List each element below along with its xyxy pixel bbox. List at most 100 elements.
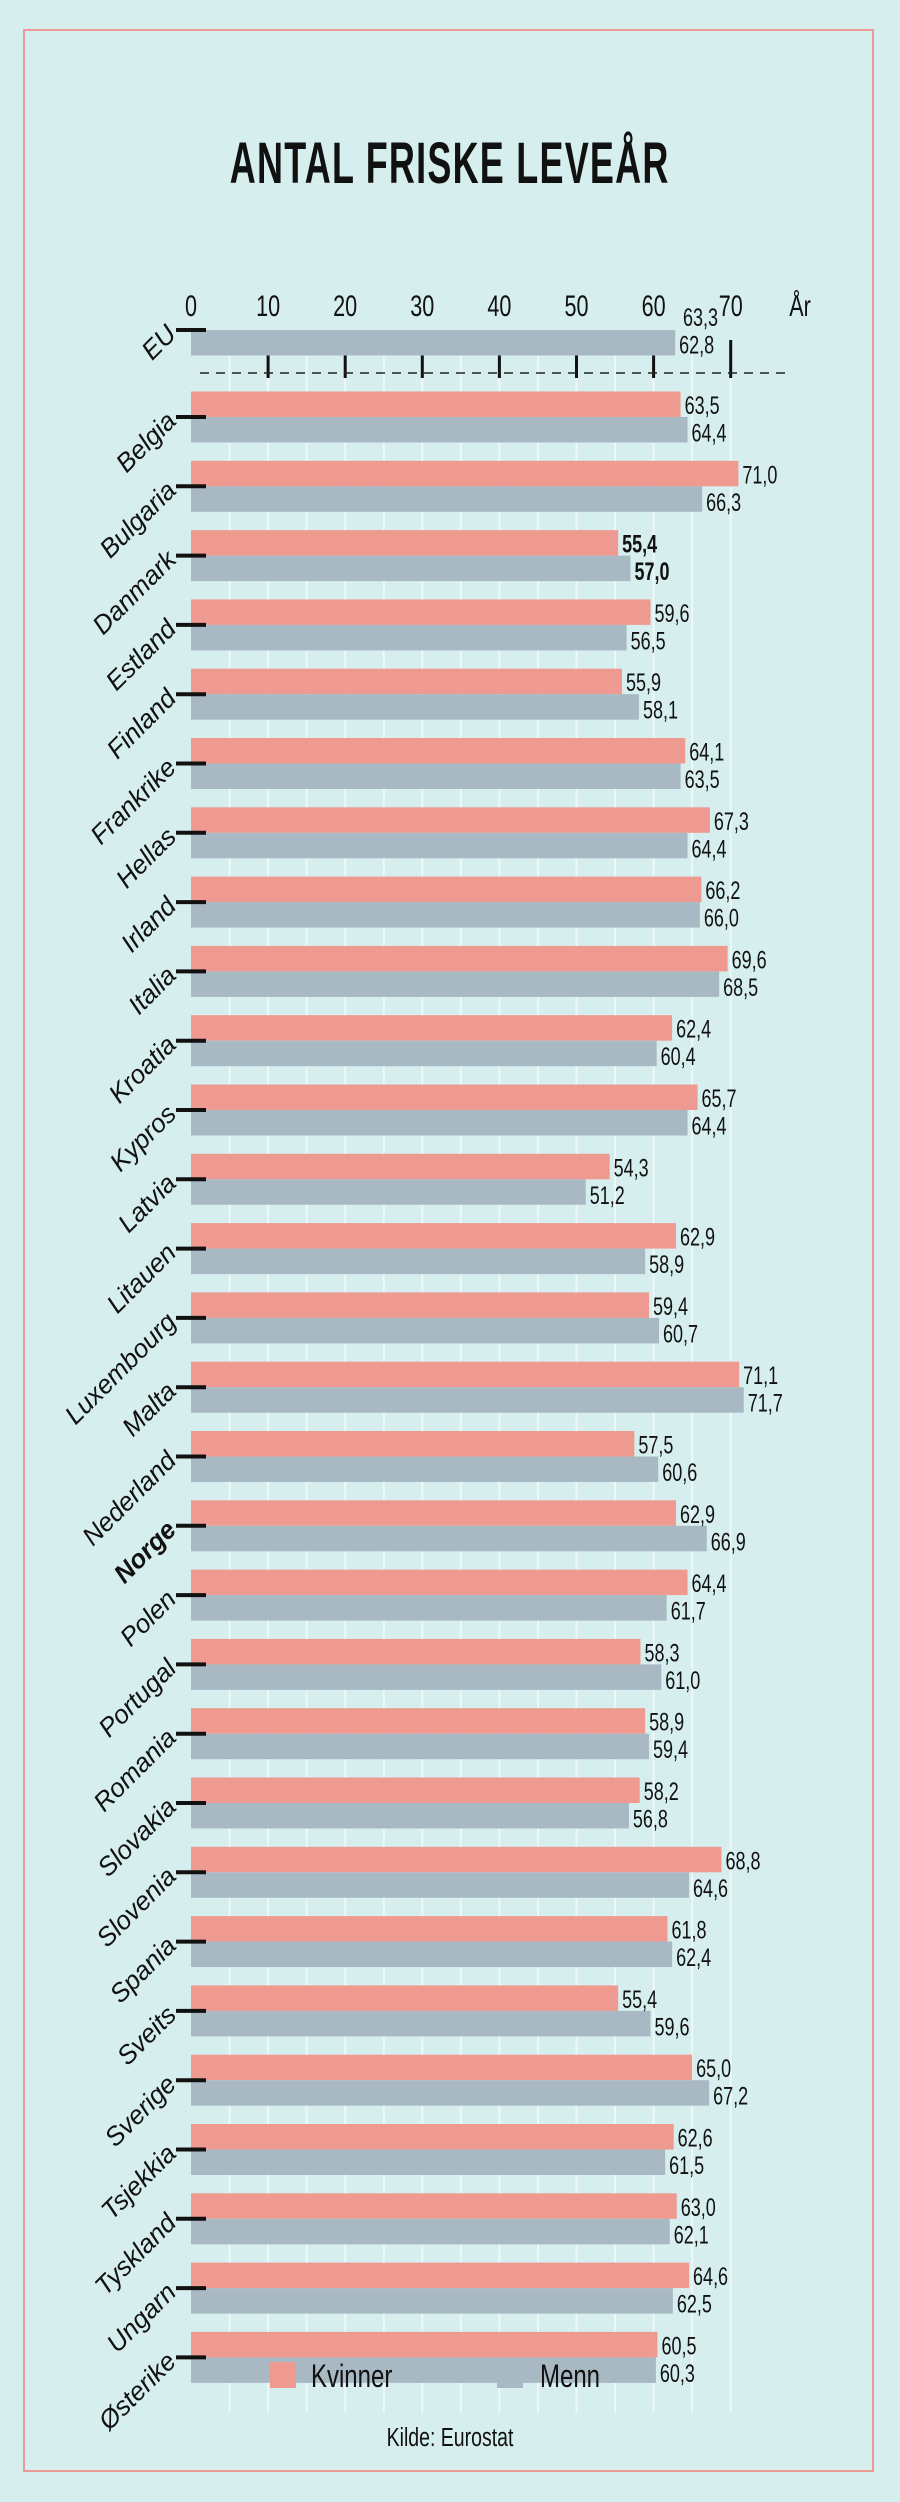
value-label: 71,0: [742, 460, 777, 489]
value-label: 64,6: [693, 2262, 728, 2291]
bar-menn: [191, 1872, 690, 1898]
category-label: Italia: [122, 960, 182, 1020]
bar-menn: [191, 417, 688, 443]
category-label: Portugal: [92, 1652, 183, 1743]
x-tick-label: 70: [719, 288, 743, 322]
x-tick-label: 20: [333, 288, 357, 322]
bar-kvinner: [191, 1916, 668, 1942]
value-label: 58,1: [643, 696, 678, 725]
bar-menn: [191, 902, 700, 928]
value-label: 62,9: [680, 1223, 715, 1252]
value-label: 57,5: [638, 1431, 673, 1460]
bar-kvinner: [191, 1015, 673, 1041]
bar-kvinner: [191, 1084, 698, 1110]
bar-kvinner: [191, 1708, 646, 1734]
bar-menn: [191, 1525, 707, 1552]
value-label: 68,8: [725, 1846, 760, 1875]
value-label: 66,3: [706, 488, 741, 517]
value-label: 63,5: [685, 765, 720, 794]
bar-kvinner: [191, 2124, 674, 2150]
bar-kvinner: [191, 738, 686, 764]
value-label: 65,0: [696, 2054, 731, 2083]
bar-menn: [191, 2288, 673, 2314]
value-label: 69,6: [732, 945, 767, 974]
value-label: 64,4: [692, 1569, 727, 1598]
value-label: 58,9: [649, 1708, 684, 1737]
bar-kvinner: [191, 807, 710, 833]
bar-menn: [191, 2218, 670, 2245]
category-label: EU: [135, 319, 182, 366]
category-label: Latvia: [112, 1168, 182, 1238]
bar-kvinner: [191, 668, 622, 695]
bar-menn: [191, 1664, 662, 1690]
value-label: 68,5: [723, 973, 758, 1002]
bar-menn: [191, 486, 703, 512]
bar-kvinner: [191, 1431, 635, 1457]
value-label: 60,7: [663, 1319, 698, 1348]
bar-menn: [191, 2010, 651, 2037]
value-label: 59,6: [655, 599, 690, 628]
value-label: 62,4: [676, 1015, 711, 1044]
bar-kvinner: [191, 2193, 677, 2219]
x-tick-label: 40: [487, 288, 511, 322]
bar-menn: [191, 1733, 649, 1760]
bar-kvinner: [191, 1569, 688, 1596]
x-tick-label: 50: [564, 288, 588, 322]
bar-kvinner: [191, 460, 739, 487]
value-label: 62,1: [674, 2220, 709, 2249]
value-label: 65,7: [702, 1084, 737, 1113]
x-tick-label: 60: [642, 288, 666, 322]
x-tick-label: 0: [185, 288, 197, 322]
value-label: 71,1: [743, 1361, 778, 1390]
bar-kvinner: [191, 1985, 619, 2011]
value-label: 62,8: [679, 331, 714, 360]
bar-kvinner: [191, 2262, 690, 2289]
value-label: 58,9: [649, 1250, 684, 1279]
bar-kvinner: [191, 1361, 740, 1388]
legend-swatch-kvinner: [270, 2362, 296, 2388]
bar-kvinner: [191, 2054, 693, 2081]
bar-menn: [191, 2149, 666, 2175]
bar-kvinner: [191, 876, 702, 903]
value-label: 56,5: [631, 626, 666, 655]
value-label: 62,9: [680, 1500, 715, 1529]
legend-swatch-menn: [497, 2362, 523, 2388]
value-label: 55,9: [626, 668, 661, 697]
chart-title: ANTAL FRISKE LEVEÅR: [0, 130, 900, 197]
value-label: 67,3: [714, 807, 749, 836]
value-label: 51,2: [590, 1181, 625, 1210]
bar-menn: [191, 1941, 673, 1968]
bar-menn: [191, 694, 639, 720]
x-tick-label: 10: [256, 288, 280, 322]
value-label: 57,0: [634, 557, 669, 586]
x-axis-unit-label: År: [789, 288, 811, 322]
value-label: 56,8: [633, 1805, 668, 1834]
category-label: Litauen: [100, 1237, 182, 1319]
source-note: Kilde: Eurostat: [387, 2422, 514, 2451]
category-label: Polen: [114, 1584, 182, 1652]
x-tick-label: 30: [410, 288, 434, 322]
bar-menn: [191, 971, 720, 997]
legend-label-kvinner: Kvinner: [311, 2358, 392, 2394]
legend-label-menn: Menn: [540, 2358, 600, 2394]
bar-menn: [191, 1456, 659, 1482]
bar-menn: [191, 763, 681, 789]
value-label: 55,4: [622, 530, 657, 559]
category-label: Tsjekkia: [95, 2138, 182, 2225]
value-label: 59,6: [655, 2012, 690, 2041]
bar-menn: [191, 1317, 659, 1344]
bar-menn: [191, 1248, 646, 1275]
value-label: 64,1: [689, 738, 724, 767]
bar-kvinner: [191, 391, 681, 417]
bar-kvinner: [191, 2331, 658, 2358]
value-label: 64,4: [692, 1112, 727, 1141]
value-label: 66,0: [704, 904, 739, 933]
bar-menn: [191, 1803, 629, 1829]
bar-menn: [191, 1595, 667, 1621]
value-label: 71,7: [748, 1389, 783, 1418]
category-label: Kypros: [103, 1099, 181, 1177]
value-label: 63,0: [681, 2193, 716, 2222]
value-label: 55,4: [622, 1985, 657, 2014]
bar-menn: [191, 1040, 657, 1067]
bar-menn: [191, 2080, 710, 2106]
